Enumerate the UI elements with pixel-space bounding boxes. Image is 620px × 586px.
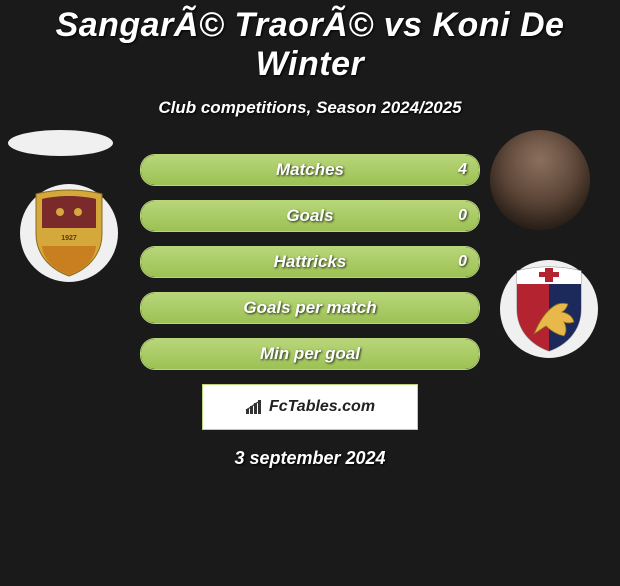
page-title: SangarÃ© TraorÃ© vs Koni De Winter [0,6,620,84]
player-left-photo [8,130,113,156]
stat-bar-label: Goals per match [141,293,479,323]
stat-bar: Min per goal [140,338,480,370]
genoa-crest-icon [509,264,589,354]
subtitle: Club competitions, Season 2024/2025 [0,98,620,118]
player-right-photo [490,130,590,230]
stat-bar: Goals per match [140,292,480,324]
stat-bar-value: 0 [458,247,467,277]
roma-year: 1927 [61,235,77,242]
stat-bar-label: Goals [141,201,479,231]
brand-box: FcTables.com [202,384,418,430]
stat-bar-label: Min per goal [141,339,479,369]
stat-bar-value: 4 [458,155,467,185]
stat-bars: Matches4Goals0Hattricks0Goals per matchM… [140,154,480,370]
stat-bar: Matches4 [140,154,480,186]
club-badge-left: 1927 [20,184,118,282]
stat-bar-value: 0 [458,201,467,231]
stat-bar-label: Matches [141,155,479,185]
stat-bar: Hattricks0 [140,246,480,278]
roma-crest-icon: 1927 [30,188,108,278]
club-badge-right [500,260,598,358]
date-text: 3 september 2024 [0,448,620,469]
stat-bar: Goals0 [140,200,480,232]
stat-bar-label: Hattricks [141,247,479,277]
brand-text: FcTables.com [269,398,375,416]
chart-icon [245,399,265,415]
